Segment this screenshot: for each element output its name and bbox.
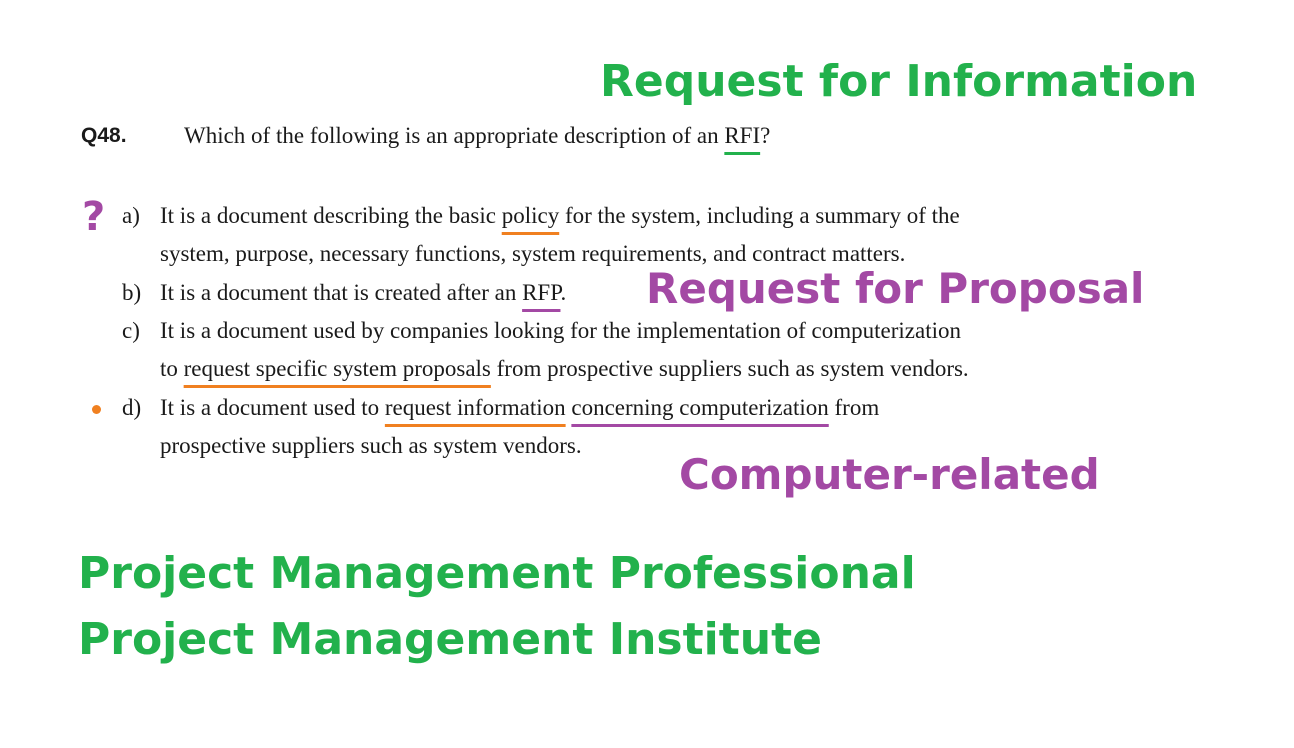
option-a-text-rest: for the system, including a summary of t…: [559, 203, 960, 228]
option-d-line1: It is a document used to request informa…: [160, 396, 879, 419]
option-c-line2: to request specific system proposals fro…: [160, 357, 969, 380]
option-c-request-proposals: request specific system proposals: [183, 356, 491, 381]
option-c-line1: It is a document used by companies looki…: [160, 318, 961, 343]
question-text: Which of the following is an appropriate…: [184, 124, 770, 147]
option-d-request-information: request information: [384, 395, 566, 420]
option-a-text: It is a document describing the basic: [160, 203, 502, 228]
option-b-text: It is a document that is created after a…: [160, 280, 523, 305]
option-c-letter: c): [122, 318, 140, 343]
rfp-expansion-note: Request for Proposal: [646, 264, 1145, 313]
question-text-after: ?: [760, 123, 771, 148]
option-b-letter: b): [122, 280, 142, 305]
option-a-policy: policy: [501, 203, 560, 228]
pmp-note: Project Management Professional: [78, 548, 916, 599]
question-term-rfi: RFI: [724, 123, 761, 148]
option-d-letter: d): [122, 395, 142, 420]
option-a-line2: system, purpose, necessary functions, sy…: [160, 241, 906, 266]
pmi-note: Project Management Institute: [78, 614, 822, 665]
option-d-text-rest: from: [828, 395, 880, 420]
option-d-concerning-computerization: concerning computerization: [571, 395, 829, 420]
answer-dot-marker: [92, 405, 101, 414]
option-b-text-end: .: [560, 280, 567, 305]
question-number: Q48.: [81, 124, 127, 147]
option-c-text: to: [160, 356, 184, 381]
option-b-line: It is a document that is created after a…: [160, 281, 566, 304]
option-d-text: It is a document used to: [160, 395, 385, 420]
option-d-line2: prospective suppliers such as system ven…: [160, 433, 582, 458]
option-a-line1: It is a document describing the basic po…: [160, 204, 960, 227]
option-c-text-rest: from prospective suppliers such as syste…: [490, 356, 969, 381]
question-mark-annotation: ?: [82, 194, 106, 240]
rfi-expansion-note: Request for Information: [600, 56, 1198, 107]
option-a-letter: a): [122, 203, 140, 228]
question-text-before: Which of the following is an appropriate…: [184, 123, 725, 148]
computer-related-note: Computer-related: [679, 450, 1100, 499]
option-b-rfp: RFP: [522, 280, 561, 305]
